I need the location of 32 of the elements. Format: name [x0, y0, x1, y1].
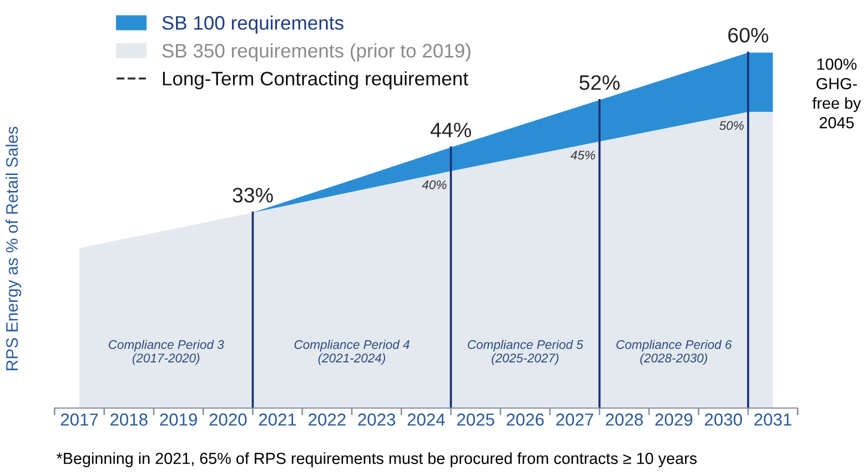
data-label: 50%: [719, 121, 744, 130]
x-tick-label: 2023: [358, 413, 396, 426]
x-tick-label: 2028: [606, 413, 643, 426]
text: 100% GHG- free by 2045: [812, 58, 862, 128]
text: *Beginning in 2021, 65% of RPS requirements must be procured from contracts ≥ 10 years: [56, 452, 697, 468]
annotation: Compliance Period 6 (2028-2030): [616, 340, 732, 365]
x-tick-label: 2025: [457, 413, 494, 426]
x-tick-label: 2017: [60, 413, 98, 426]
data-label: 40%: [422, 180, 446, 190]
legend-label: Long-Term Contracting requirement: [163, 71, 468, 90]
y-axis-title: RPS Energy as % of Retail Sales: [6, 126, 22, 370]
x-tick-label: 2022: [308, 413, 346, 426]
x-tick-label: 2030: [704, 413, 742, 426]
annotation: Compliance Period 3 (2017-2020): [108, 340, 224, 365]
x-tick-label: 2020: [210, 413, 247, 426]
annotation: 60%: [728, 28, 768, 43]
annotation: Compliance Period 4 (2021-2024): [294, 340, 410, 365]
x-tick-label: 2019: [160, 413, 197, 426]
x-tick-label: 2031: [754, 413, 792, 426]
legend-label: SB 100 requirements: [162, 16, 344, 34]
annotation: Compliance Period 5 (2025-2027): [468, 340, 584, 365]
annotation: 33%: [232, 188, 273, 203]
x-tick-label: 2027: [556, 413, 594, 426]
x-tick-label: 2029: [655, 413, 692, 426]
annotation: 52%: [579, 75, 620, 90]
legend-label: SB 350 requirements (prior to 2019): [162, 43, 470, 62]
x-tick-label: 2024: [408, 413, 445, 426]
x-tick-label: 2026: [506, 413, 544, 426]
x-tick-label: 2018: [110, 413, 148, 426]
data-label: 45%: [570, 150, 596, 160]
x-tick-label: 2021: [259, 413, 296, 426]
annotation: 44%: [430, 122, 472, 138]
